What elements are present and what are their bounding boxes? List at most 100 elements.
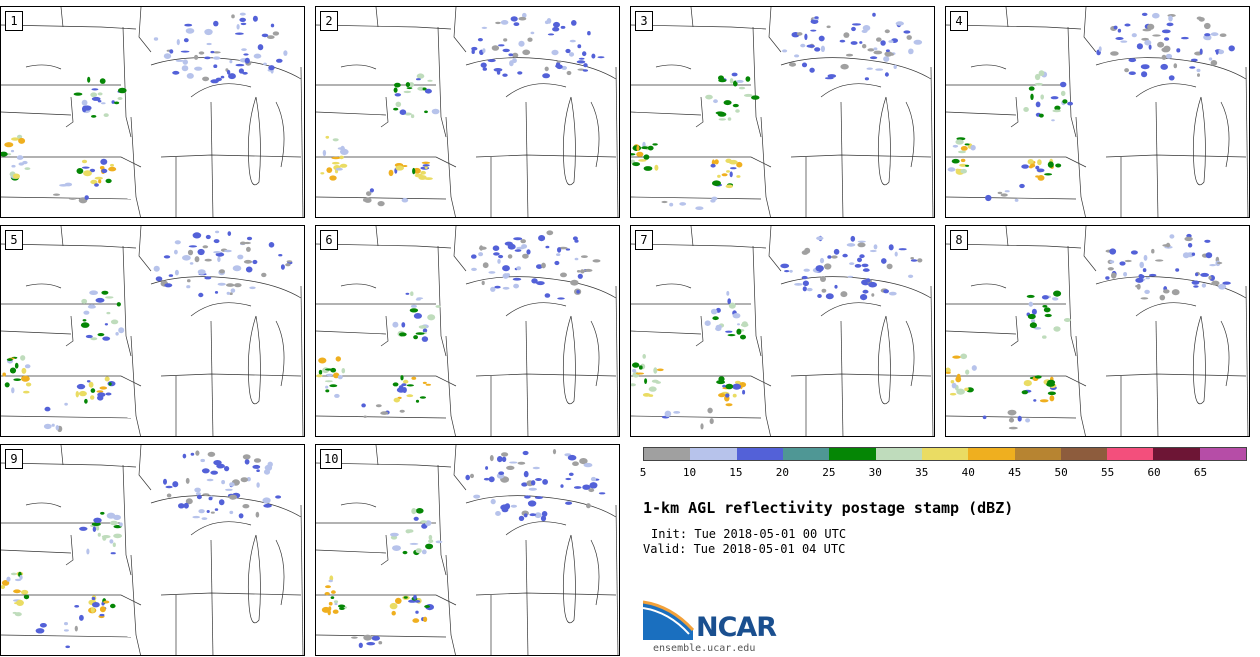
echo-cell: [73, 92, 83, 96]
echo-cell: [410, 291, 414, 296]
state-boundary: [505, 83, 567, 98]
echo-cell: [1175, 268, 1180, 272]
echo-cell: [1055, 163, 1062, 168]
echo-cell: [488, 271, 496, 274]
echo-cell: [234, 283, 242, 288]
echo-cell: [252, 464, 261, 469]
echo-cell: [358, 642, 363, 648]
echo-cell: [718, 78, 727, 83]
reflectivity-map: [1, 445, 304, 655]
echo-cell: [224, 249, 232, 253]
echo-cell: [256, 482, 260, 488]
echo-cell: [270, 23, 275, 28]
echo-cell: [527, 500, 537, 507]
echo-cell: [100, 158, 108, 165]
echo-cell: [100, 511, 105, 515]
echo-cell: [532, 466, 540, 470]
echo-cell: [1184, 236, 1193, 242]
state-boundary: [138, 226, 152, 272]
echo-cell: [833, 248, 840, 255]
echo-cell: [1039, 399, 1049, 403]
echo-cell: [873, 244, 878, 250]
echo-cell: [820, 276, 826, 282]
echo-cell: [512, 58, 517, 64]
state-boundary: [1105, 154, 1247, 158]
echo-cell: [424, 177, 433, 181]
echo-cell: [1033, 399, 1037, 402]
echo-cell: [96, 390, 104, 393]
echo-cell: [398, 385, 404, 391]
state-boundary: [130, 554, 141, 655]
echo-cell: [886, 263, 893, 270]
echo-cell: [971, 365, 977, 371]
state-boundary: [190, 302, 252, 317]
state-boundary: [780, 57, 932, 80]
echo-cell: [895, 21, 904, 26]
echo-cell: [1042, 335, 1047, 339]
echo-cell: [1191, 280, 1200, 285]
state-boundary: [905, 101, 915, 168]
echo-cell: [78, 390, 87, 397]
colorbar-segment: [875, 448, 922, 460]
echo-cell: [884, 51, 893, 57]
echo-cell: [110, 163, 114, 167]
echo-cell: [333, 372, 340, 379]
echo-cell: [517, 71, 523, 75]
echo-cell: [198, 51, 205, 55]
state-boundary: [525, 539, 529, 655]
echo-cell: [588, 488, 595, 493]
echo-cell: [1124, 68, 1129, 73]
echo-cell: [498, 471, 505, 475]
echo-cell: [883, 56, 890, 62]
echo-cell: [860, 294, 868, 301]
echo-cell: [163, 53, 172, 59]
state-boundary: [1, 196, 132, 200]
echo-cell: [43, 423, 52, 430]
state-boundary: [695, 96, 704, 128]
echo-cell: [810, 29, 817, 32]
echo-cell: [894, 251, 898, 257]
echo-cell: [169, 49, 174, 54]
echo-cell: [109, 539, 114, 544]
echo-cell: [194, 66, 203, 71]
echo-cell: [164, 283, 173, 288]
echo-cell: [528, 487, 537, 491]
echo-cell: [108, 382, 112, 386]
echo-cell: [369, 188, 374, 193]
panel-number: 7: [635, 230, 653, 250]
state-boundary: [631, 196, 762, 200]
echo-cell: [960, 158, 966, 163]
echo-cell: [531, 480, 536, 486]
echo-cell: [794, 54, 800, 58]
echo-cell: [985, 194, 992, 202]
echo-cell: [1151, 248, 1155, 254]
echo-cell: [875, 68, 884, 71]
reflectivity-map: [316, 7, 619, 217]
state-boundary: [690, 7, 694, 28]
echo-cell: [184, 23, 193, 27]
echo-cell: [579, 458, 588, 465]
echo-cell: [212, 51, 221, 54]
echo-cell: [425, 543, 434, 550]
echo-cell: [1130, 250, 1138, 255]
colorbar-tick-label: 15: [729, 466, 743, 479]
echo-cell: [513, 22, 520, 26]
echo-cell: [582, 69, 589, 72]
echo-cell: [81, 166, 90, 169]
echo-cell: [91, 522, 101, 526]
echo-cell: [1201, 283, 1207, 288]
state-boundary: [190, 521, 252, 536]
echo-cell: [592, 259, 601, 263]
echo-cell: [83, 170, 92, 177]
site-url[interactable]: ensemble.ucar.edu: [653, 643, 756, 654]
echo-cell: [249, 286, 256, 290]
state-boundary: [1, 111, 72, 116]
echo-cell: [522, 12, 527, 18]
echo-cell: [105, 296, 114, 299]
echo-cell: [541, 262, 546, 269]
echo-cell: [116, 302, 121, 307]
echo-cell: [409, 542, 419, 545]
echo-cell: [242, 71, 248, 75]
echo-cell: [854, 264, 862, 268]
echo-cell: [1189, 66, 1196, 69]
